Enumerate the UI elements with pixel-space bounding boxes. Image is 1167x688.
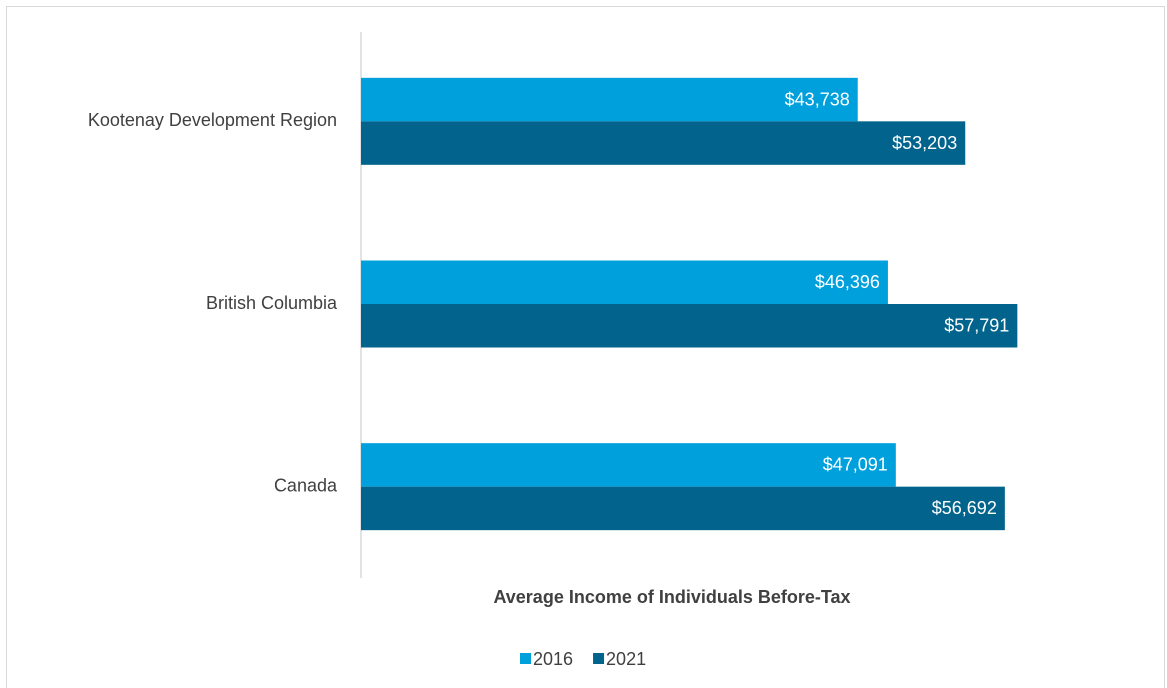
bar [361, 77, 858, 122]
category-label: British Columbia [206, 293, 338, 313]
category-label: Kootenay Development Region [88, 110, 337, 130]
legend-swatch [520, 653, 531, 664]
bar [361, 260, 888, 304]
legend-label: 2016 [533, 649, 573, 669]
bar [361, 443, 896, 487]
bar [361, 486, 1005, 531]
value-label: $46,396 [815, 272, 880, 292]
bar [361, 304, 1018, 348]
value-label: $43,738 [785, 89, 850, 109]
bar [361, 121, 966, 165]
value-label: $53,203 [892, 133, 957, 153]
axis-title: Average Income of Individuals Before-Tax [493, 587, 850, 607]
value-label: $57,791 [944, 316, 1009, 336]
value-label: $56,692 [932, 498, 997, 518]
legend-label: 2021 [606, 649, 646, 669]
legend-swatch [593, 653, 605, 664]
value-label: $47,091 [823, 455, 888, 475]
category-label: Canada [274, 475, 338, 495]
